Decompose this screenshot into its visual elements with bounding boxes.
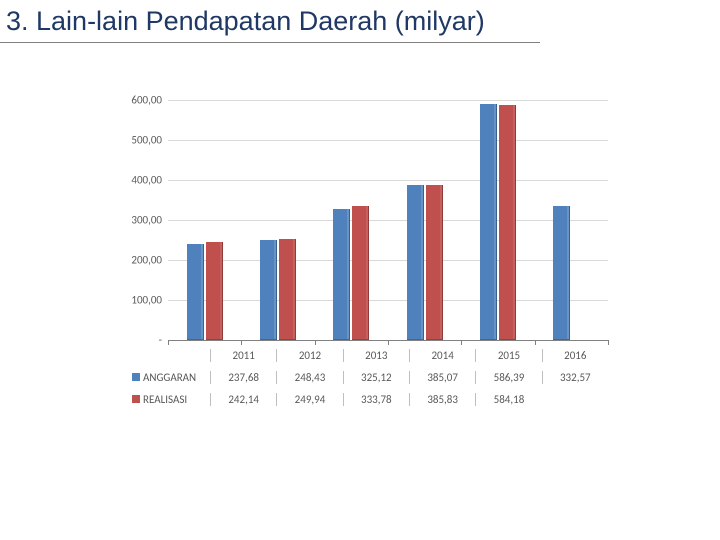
chart-container: -100,00200,00300,00400,00500,00600,00 20… (100, 80, 640, 480)
bar-group (241, 80, 314, 340)
y-axis-label: 300,00 (131, 214, 162, 227)
chart-plot-area: -100,00200,00300,00400,00500,00600,00 (168, 80, 608, 341)
table-category-cell: 2016 (542, 349, 608, 362)
table-value-cell: 385,83 (409, 393, 475, 406)
bar-anggaran (407, 185, 424, 340)
bar-group (315, 80, 388, 340)
table-category-cell: 2011 (210, 349, 276, 362)
legend-swatch (132, 373, 140, 381)
legend-swatch (132, 395, 140, 403)
bar-realisasi (426, 185, 443, 340)
table-row-categories: 201120122013201420152016 (130, 344, 608, 366)
y-axis-label: 100,00 (131, 294, 162, 307)
chart-data-table: 201120122013201420152016ANGGARAN237,6824… (130, 344, 608, 410)
bar-realisasi (206, 242, 223, 340)
table-value-cell: 249,94 (276, 393, 342, 406)
bar-anggaran (187, 244, 204, 340)
table-value-cell: 584,18 (475, 393, 541, 406)
table-category-cell: 2015 (475, 349, 541, 362)
title-underline (0, 42, 540, 43)
table-value-cell: 332,57 (542, 371, 608, 384)
table-category-cell: 2014 (409, 349, 475, 362)
legend-label: REALISASI (143, 393, 187, 406)
table-value-cell: 325,12 (343, 371, 409, 384)
bar-group (168, 80, 241, 340)
table-row: REALISASI 242,14249,94333,78385,83584,18 (130, 388, 608, 410)
bar-anggaran (260, 240, 277, 340)
bar-anggaran (480, 104, 497, 340)
bar-realisasi (352, 206, 369, 341)
bar-anggaran (553, 206, 570, 340)
table-category-cell: 2012 (276, 349, 342, 362)
table-value-cell: 586,39 (475, 371, 541, 384)
bar-group (535, 80, 608, 340)
table-value-cell: 248,43 (276, 371, 342, 384)
table-category-cell: 2013 (343, 349, 409, 362)
table-row: ANGGARAN 237,68248,43325,12385,07586,3933… (130, 366, 608, 388)
y-axis-label: 200,00 (131, 254, 162, 267)
page-title: 3. Lain-lain Pendapatan Daerah (milyar) (6, 6, 485, 37)
bar-realisasi (279, 239, 296, 340)
y-axis-label: 500,00 (131, 134, 162, 147)
bar-group (388, 80, 461, 340)
x-tick (608, 340, 609, 345)
y-axis-label: 400,00 (131, 174, 162, 187)
table-value-cell: 242,14 (210, 393, 276, 406)
bar-anggaran (333, 209, 350, 340)
table-value-cell: 333,78 (343, 393, 409, 406)
table-value-cell: 385,07 (409, 371, 475, 384)
bar-group (461, 80, 534, 340)
bar-realisasi (499, 105, 516, 340)
legend-label: ANGGARAN (143, 371, 196, 384)
y-axis-label: 600,00 (131, 94, 162, 107)
table-value-cell: 237,68 (210, 371, 276, 384)
